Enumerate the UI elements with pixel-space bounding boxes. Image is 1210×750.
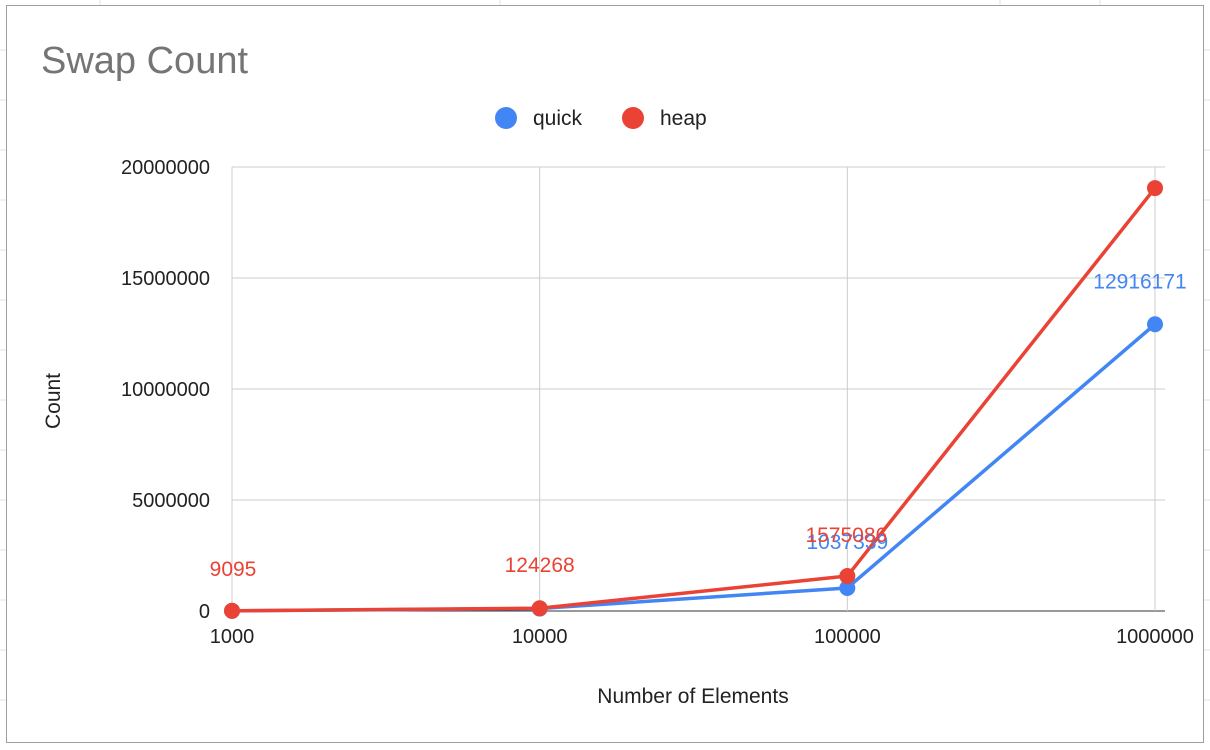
chart-card[interactable]: Swap Count (6, 5, 1204, 743)
data-point-heap[interactable] (839, 568, 856, 585)
series-line-quick (231, 322, 1157, 613)
data-label-heap: 124268 (505, 554, 575, 577)
y-tick-label: 10000000 (121, 379, 210, 401)
legend-marker (622, 107, 644, 129)
data-label-quick: 1037339 (806, 531, 888, 554)
chart-title: Swap Count (41, 40, 249, 82)
data-point-quick[interactable] (1147, 316, 1163, 333)
x-tick-label: 10000 (512, 626, 568, 648)
y-tick-label: 15000000 (121, 268, 210, 290)
legend-item-quick[interactable]: quick (495, 107, 583, 130)
x-tick-label: 100000 (814, 626, 881, 648)
legend-label: heap (660, 107, 707, 130)
data-label-heap: 1575086 (805, 524, 887, 547)
data-point-heap[interactable] (531, 600, 548, 617)
y-tick-label: 0 (199, 601, 210, 623)
x-tick-label: 1000 (210, 626, 255, 648)
data-label-quick: 12916171 (1093, 270, 1186, 293)
legend-item-heap[interactable]: heap (622, 107, 707, 130)
data-label-heap: 9095 (210, 558, 257, 581)
legend-label: quick (533, 107, 583, 130)
y-tick-label: 5000000 (132, 490, 210, 512)
x-tick-label: 1000000 (1116, 626, 1194, 648)
data-point-heap[interactable] (224, 602, 240, 619)
data-point-heap[interactable] (1147, 180, 1163, 197)
x-axis-title: Number of Elements (597, 685, 788, 708)
legend-marker (495, 107, 517, 129)
series-line-heap (231, 187, 1157, 613)
data-point-quick[interactable] (839, 579, 856, 596)
y-tick-label: 20000000 (121, 157, 210, 179)
y-axis-title: Count (42, 373, 65, 429)
